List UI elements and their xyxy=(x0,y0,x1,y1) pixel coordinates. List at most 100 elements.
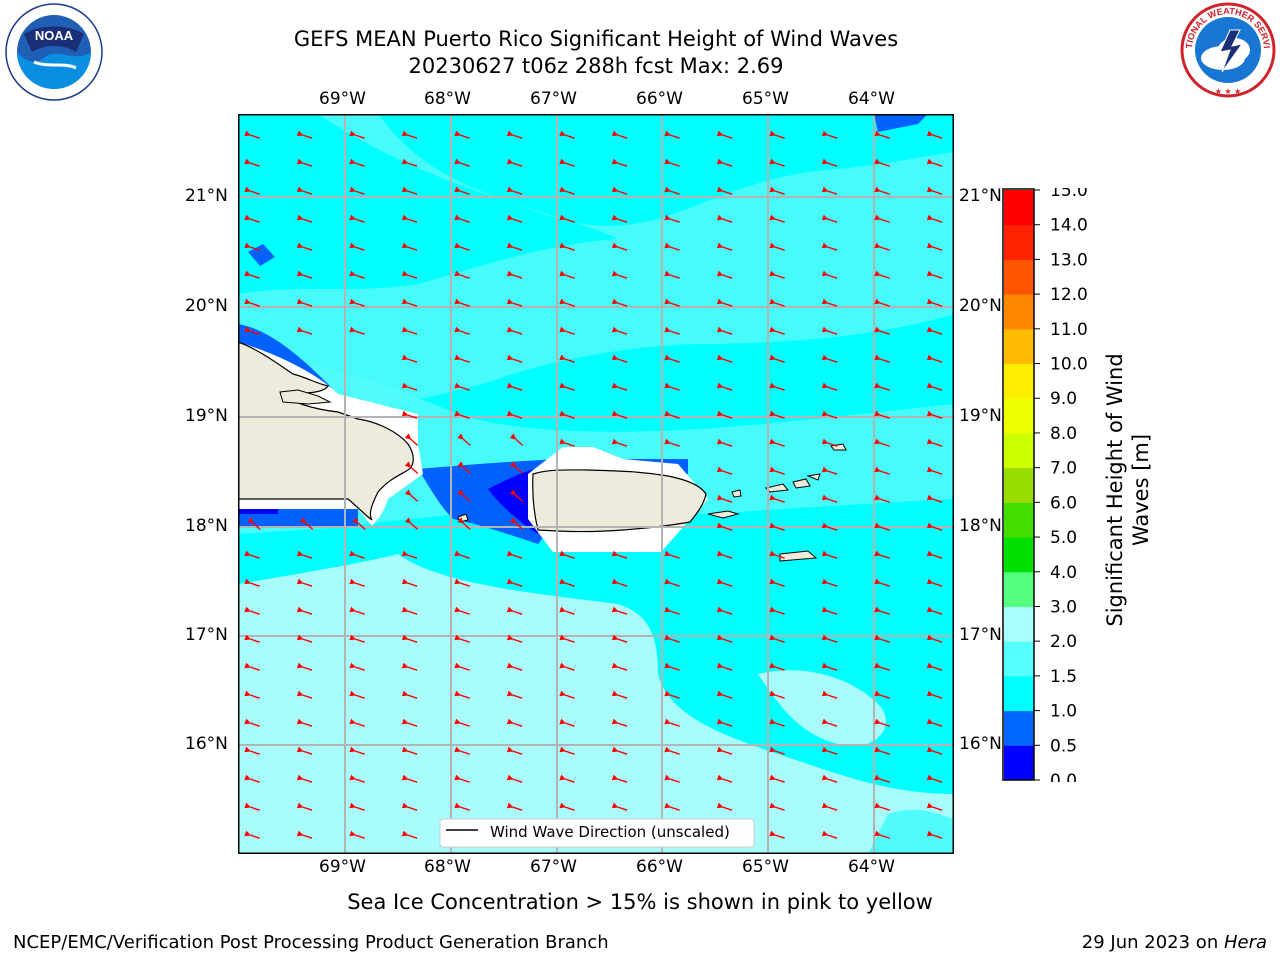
colorbar-swatch xyxy=(1004,398,1034,434)
band-0-5-to-1-nw-patch xyxy=(248,244,275,266)
colorbar-swatch xyxy=(1004,710,1034,746)
wind-wave-arrow xyxy=(874,550,890,559)
wind-wave-arrow xyxy=(244,718,260,727)
wind-wave-arrow xyxy=(821,690,838,699)
wind-wave-arrow xyxy=(664,214,680,223)
wind-wave-arrow xyxy=(454,158,470,167)
wind-wave-arrow xyxy=(611,214,628,223)
wind-wave-arrow xyxy=(299,517,314,530)
wind-wave-arrow xyxy=(401,270,418,279)
wind-wave-arrow xyxy=(926,158,943,167)
wind-wave-arrow xyxy=(611,690,628,699)
wind-wave-arrow xyxy=(821,802,838,811)
wind-wave-arrow xyxy=(559,130,575,139)
wind-wave-arrow xyxy=(296,746,313,755)
wind-wave-arrow xyxy=(874,242,890,251)
colorbar-tick-label: 13.0 xyxy=(1050,250,1088,270)
wind-wave-arrow xyxy=(821,830,838,839)
lat-tick-right-18: 18°N xyxy=(959,516,1002,536)
wind-wave-arrow xyxy=(247,517,261,530)
wind-wave-arrow xyxy=(926,634,943,643)
wind-wave-arrow xyxy=(769,662,785,671)
wind-wave-arrow xyxy=(296,550,313,559)
wind-wave-arrow xyxy=(296,718,313,727)
lon-tick-top-68: 68°W xyxy=(424,89,471,109)
lon-tick-bottom-64: 64°W xyxy=(848,857,895,877)
wind-wave-arrow xyxy=(559,326,575,335)
wind-wave-arrow xyxy=(874,690,890,699)
wind-wave-arrow xyxy=(874,130,890,139)
wind-wave-arrow xyxy=(716,578,733,587)
colorbar-tick-label: 6.0 xyxy=(1050,493,1077,513)
lat-tick-right-17: 17°N xyxy=(959,625,1002,645)
chart-subtitle: 20230627 t06z 288h fcst Max: 2.69 xyxy=(408,54,784,78)
wind-wave-arrow xyxy=(244,550,260,559)
wind-wave-arrow xyxy=(244,214,260,223)
wind-wave-arrow xyxy=(244,270,260,279)
wind-wave-arrow xyxy=(454,718,470,727)
wind-wave-arrow xyxy=(664,438,680,447)
wind-wave-arrow xyxy=(611,606,628,615)
lon-tick-top-67: 67°W xyxy=(530,89,577,109)
wind-wave-arrow xyxy=(664,578,680,587)
wind-wave-arrow xyxy=(349,550,365,559)
wind-wave-arrow xyxy=(454,746,470,755)
wind-wave-arrow xyxy=(454,606,470,615)
colorbar-tick-label: 11.0 xyxy=(1050,320,1088,340)
wind-wave-arrow xyxy=(769,466,785,475)
wind-wave-arrow xyxy=(769,494,785,503)
wind-wave-arrow xyxy=(559,746,575,755)
wind-wave-arrow xyxy=(244,186,260,195)
wind-wave-arrow xyxy=(611,270,628,279)
svg-text:★ ★ ★: ★ ★ ★ xyxy=(1215,87,1242,96)
wind-wave-arrow xyxy=(821,382,838,391)
wind-wave-arrow xyxy=(611,242,628,251)
wind-wave-arrow xyxy=(296,214,313,223)
wind-wave-arrow xyxy=(559,382,575,391)
wind-wave-arrow xyxy=(611,578,628,587)
wind-wave-arrow xyxy=(821,606,838,615)
wind-wave-arrow xyxy=(874,606,890,615)
wind-wave-arrow xyxy=(926,466,943,475)
wind-wave-arrow xyxy=(296,130,313,139)
colorbar-tick-label: 15.0 xyxy=(1050,188,1088,201)
wind-wave-arrow xyxy=(716,746,733,755)
wind-wave-arrow xyxy=(874,410,890,419)
wind-wave-arrow xyxy=(926,746,943,755)
wind-wave-arrow xyxy=(454,690,470,699)
wind-wave-arrow xyxy=(244,690,260,699)
wind-wave-arrow xyxy=(506,662,523,671)
wind-wave-arrow xyxy=(559,718,575,727)
colorbar-label-line-1: Significant Height of Wind xyxy=(1103,353,1127,626)
wind-wave-arrow xyxy=(769,270,785,279)
noaa-logo: NOAA xyxy=(5,3,103,101)
wind-wave-arrow xyxy=(821,242,838,251)
lat-tick-right-20: 20°N xyxy=(959,296,1002,316)
svg-text:NOAA: NOAA xyxy=(35,28,74,43)
wind-wave-arrow xyxy=(404,461,419,474)
footer-host: Hera xyxy=(1223,932,1267,953)
wind-wave-arrow xyxy=(559,634,575,643)
wind-wave-arrow xyxy=(559,550,575,559)
land-tortola xyxy=(806,473,821,481)
wind-wave-arrow xyxy=(716,242,733,251)
footer-date: 29 Jun 2023 on Hera xyxy=(1082,932,1267,953)
land-puerto-rico xyxy=(532,469,707,533)
wind-wave-arrow xyxy=(769,354,785,363)
wind-wave-arrow xyxy=(401,634,418,643)
wind-wave-arrow xyxy=(821,270,838,279)
wind-wave-arrow xyxy=(664,662,680,671)
wind-wave-arrow xyxy=(716,270,733,279)
wind-wave-arrow xyxy=(559,662,575,671)
colorbar-tick-label: 14.0 xyxy=(1050,216,1088,236)
wind-wave-arrow xyxy=(349,270,365,279)
wind-wave-arrow xyxy=(716,690,733,699)
wind-wave-arrow xyxy=(664,410,680,419)
wind-wave-arrow xyxy=(349,186,365,195)
colorbar-swatch xyxy=(1004,328,1034,365)
wind-wave-arrow xyxy=(926,522,943,531)
colorbar-swatch xyxy=(1004,467,1034,503)
wind-wave-arrow xyxy=(559,214,575,223)
wind-wave-arrow xyxy=(349,130,365,139)
wind-wave-arrow xyxy=(559,158,575,167)
